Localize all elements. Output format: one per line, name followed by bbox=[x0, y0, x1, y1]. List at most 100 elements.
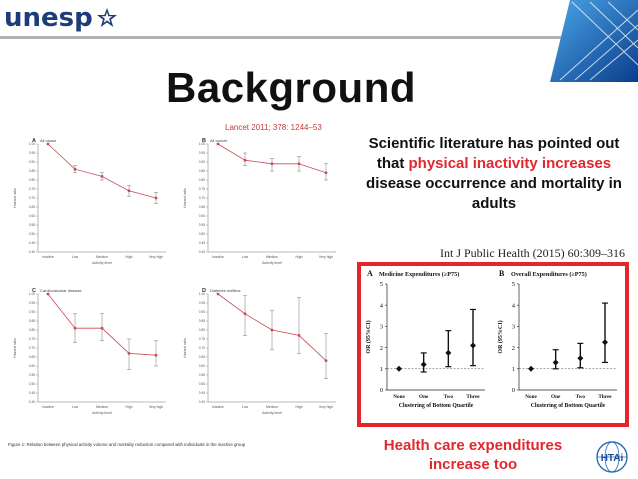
y-tick-label: 0.45 bbox=[199, 391, 205, 395]
data-point bbox=[127, 352, 131, 355]
data-point bbox=[602, 339, 608, 346]
y-tick-label: 0.85 bbox=[199, 169, 205, 173]
statement-text-2: disease occurrence and mortality in adul… bbox=[366, 175, 622, 212]
expenditure-panel: B Overall Expenditures (≥P75) 0 1 2 3 4 5 OR (95… bbox=[497, 269, 617, 409]
data-point bbox=[420, 361, 427, 368]
slide-header: unesp bbox=[0, 0, 638, 36]
y-tick-label: 0.75 bbox=[29, 187, 35, 191]
x-tick-label: Low bbox=[242, 255, 249, 259]
y-tick-label: 0.60 bbox=[29, 214, 35, 218]
y-tick-label: 1 bbox=[512, 366, 515, 373]
y-tick-label: 0.80 bbox=[199, 328, 205, 332]
panel-letter: C bbox=[32, 288, 36, 294]
mortality-panel: C Cardiovascular disease 1.00 0.95 0.90 0.85 0… bbox=[13, 288, 166, 415]
y-tick-label: 0 bbox=[512, 387, 515, 394]
y-tick-label: 0.45 bbox=[29, 391, 35, 395]
y-tick-label: 0.75 bbox=[29, 337, 35, 341]
data-point bbox=[154, 196, 158, 200]
statement-text-1: Scientific literature has pointed out th… bbox=[368, 135, 620, 172]
slide-title: Background bbox=[166, 64, 417, 111]
y-tick-label: 0.70 bbox=[29, 346, 35, 350]
data-point bbox=[445, 349, 452, 356]
y-tick-label: 0.95 bbox=[29, 301, 35, 305]
x-tick-label: Medium bbox=[96, 405, 108, 409]
y-tick-label: 0.60 bbox=[199, 364, 205, 368]
y-tick-label: 0.45 bbox=[29, 241, 35, 245]
x-tick-label: Medium bbox=[266, 405, 278, 409]
x-tick-label: Very high bbox=[149, 405, 163, 409]
mortality-figure: A All cause 1.00 0.95 0.90 0.85 0.80 0.75 0.70 0.… bbox=[6, 122, 352, 452]
y-tick-label: 0.60 bbox=[199, 214, 205, 218]
y-tick-label: 0.45 bbox=[199, 241, 205, 245]
y-tick-label: 0.85 bbox=[29, 319, 35, 323]
htai-logo: HTAi bbox=[592, 438, 632, 476]
figure-caption: Figure 1: Relation between physical acti… bbox=[8, 442, 246, 447]
data-point bbox=[297, 334, 301, 337]
y-tick-label: 1.00 bbox=[199, 292, 205, 296]
data-point bbox=[100, 175, 104, 178]
x-tick-label: Very high bbox=[149, 255, 163, 259]
data-point bbox=[577, 355, 584, 362]
x-axis-label: Clustering of Bottom Quartile bbox=[531, 403, 606, 409]
y-tick-label: 0.40 bbox=[29, 250, 35, 254]
x-tick-label: Two bbox=[576, 394, 586, 400]
y-tick-label: 0.50 bbox=[29, 382, 35, 386]
y-axis-label: Hazard ratio bbox=[13, 338, 17, 358]
y-tick-label: 0.90 bbox=[199, 160, 205, 164]
x-tick-label: Low bbox=[242, 405, 249, 409]
corner-logo-icon bbox=[550, 0, 638, 82]
data-point bbox=[528, 365, 534, 372]
panel-title: Diabetes mellitus bbox=[210, 288, 240, 293]
y-tick-label: 0.50 bbox=[199, 232, 205, 236]
y-axis-label: Hazard ratio bbox=[183, 338, 187, 358]
star-icon bbox=[96, 8, 117, 27]
data-point bbox=[270, 328, 274, 332]
y-tick-label: 0.95 bbox=[199, 151, 205, 155]
data-point bbox=[470, 342, 476, 349]
y-tick-label: 0.60 bbox=[29, 364, 35, 368]
y-tick-label: 2 bbox=[512, 345, 515, 352]
lancet-citation: Lancet 2011; 378: 1244–53 bbox=[225, 123, 322, 132]
statement-highlight-2: increases bbox=[541, 155, 612, 172]
data-point bbox=[73, 167, 77, 171]
x-tick-label: Very high bbox=[319, 405, 333, 409]
unesp-logo: unesp bbox=[4, 2, 118, 34]
data-point bbox=[46, 292, 50, 296]
mortality-panel: D Diabetes mellitus 1.00 0.95 0.90 0.85 0.80 0.… bbox=[183, 288, 336, 415]
y-tick-label: 0.50 bbox=[199, 382, 205, 386]
panel-letter: B bbox=[202, 138, 206, 144]
y-tick-label: 0.65 bbox=[29, 355, 35, 359]
data-point bbox=[46, 142, 50, 146]
y-tick-label: 0.55 bbox=[199, 373, 205, 377]
mortality-panel: B All cancer 1.00 0.95 0.90 0.85 0.80 0.75 0.70 0… bbox=[183, 138, 336, 265]
y-tick-label: 0.95 bbox=[29, 151, 35, 155]
data-point bbox=[324, 171, 328, 175]
y-tick-label: 0.90 bbox=[29, 160, 35, 164]
x-tick-label: Inactive bbox=[212, 255, 224, 259]
y-tick-label: 0.55 bbox=[29, 373, 35, 377]
y-tick-label: 1 bbox=[380, 366, 383, 373]
y-axis-label: OR (95%CI) bbox=[365, 320, 372, 353]
data-point bbox=[216, 292, 220, 296]
panel-letter: D bbox=[202, 288, 206, 294]
y-tick-label: 0.95 bbox=[199, 301, 205, 305]
data-point bbox=[396, 365, 402, 372]
y-tick-label: 0.50 bbox=[29, 232, 35, 236]
x-tick-label: High bbox=[296, 255, 303, 259]
background-statement: Scientific literature has pointed out th… bbox=[360, 134, 628, 214]
data-point bbox=[243, 158, 247, 162]
data-point bbox=[100, 326, 104, 330]
header-divider bbox=[0, 36, 638, 39]
data-point bbox=[324, 359, 328, 362]
panel-letter: B bbox=[499, 269, 505, 278]
y-tick-label: 0.75 bbox=[199, 187, 205, 191]
mortality-panel: A All cause 1.00 0.95 0.90 0.85 0.80 0.75 0.70 0.… bbox=[13, 138, 166, 265]
y-tick-label: 3 bbox=[512, 324, 515, 331]
panel-title: All cancer bbox=[210, 138, 228, 143]
x-tick-label: Inactive bbox=[42, 255, 54, 259]
y-tick-label: 0.65 bbox=[29, 205, 35, 209]
y-tick-label: 0.85 bbox=[199, 319, 205, 323]
x-tick-label: One bbox=[419, 394, 429, 400]
x-tick-label: High bbox=[296, 405, 303, 409]
y-tick-label: 1.00 bbox=[199, 142, 205, 146]
